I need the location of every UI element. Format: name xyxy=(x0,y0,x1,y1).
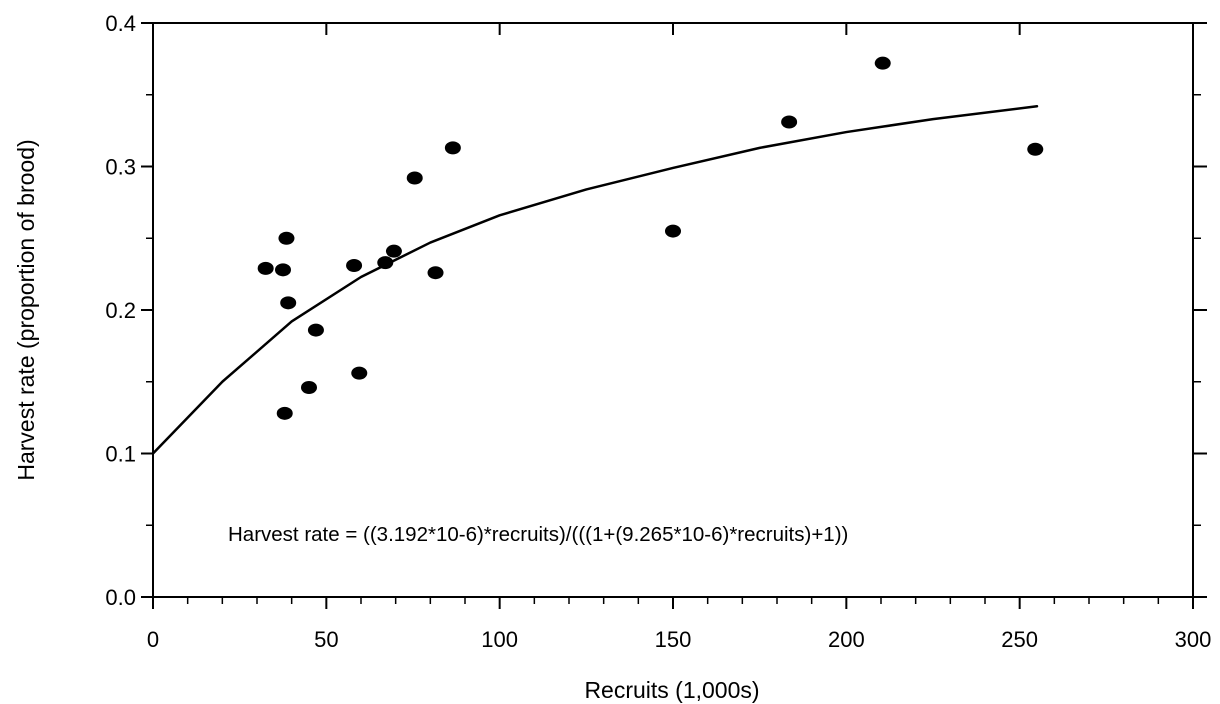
tick-labels: 0 50 100 150 200 250 300 0.0 0.1 0.2 0.3 0.4 xyxy=(105,11,1211,652)
y-tick-label: 0.3 xyxy=(105,155,136,180)
x-tick-label: 200 xyxy=(828,627,865,652)
data-point xyxy=(257,261,274,275)
data-point xyxy=(278,231,295,245)
data-point xyxy=(301,380,317,394)
data-point xyxy=(874,56,891,70)
fit-curve-group xyxy=(151,104,1039,455)
y-axis-title: Harvest rate (proportion of brood) xyxy=(13,139,39,480)
data-point xyxy=(276,406,293,420)
x-tick-label: 0 xyxy=(147,627,159,652)
data-point xyxy=(427,266,444,280)
fit-curve-line xyxy=(151,104,1039,455)
x-tick-label: 150 xyxy=(655,627,692,652)
data-points xyxy=(257,56,1044,420)
data-point xyxy=(665,224,681,238)
data-point xyxy=(346,259,363,273)
data-point xyxy=(385,244,402,258)
data-point xyxy=(307,323,324,337)
y-tick-label: 0.0 xyxy=(105,585,136,610)
x-tick-label: 250 xyxy=(1001,627,1038,652)
data-point xyxy=(406,171,423,185)
y-tick-label: 0.4 xyxy=(105,11,136,36)
data-point xyxy=(444,141,461,155)
data-point xyxy=(377,256,394,270)
axis-ticks xyxy=(141,22,1207,609)
y-tick-label: 0.1 xyxy=(105,442,136,467)
data-point xyxy=(351,366,368,380)
data-point xyxy=(280,296,297,310)
x-axis-title: Recruits (1,000s) xyxy=(584,677,759,703)
y-tick-label: 0.2 xyxy=(105,298,136,323)
x-tick-label: 50 xyxy=(314,627,338,652)
x-tick-label: 300 xyxy=(1175,627,1212,652)
data-point xyxy=(1027,142,1044,156)
x-tick-label: 100 xyxy=(481,627,518,652)
fit-equation-annotation: Harvest rate = ((3.192*10-6)*recruits)/(… xyxy=(228,523,848,546)
data-point xyxy=(781,115,798,129)
data-point xyxy=(275,263,291,277)
